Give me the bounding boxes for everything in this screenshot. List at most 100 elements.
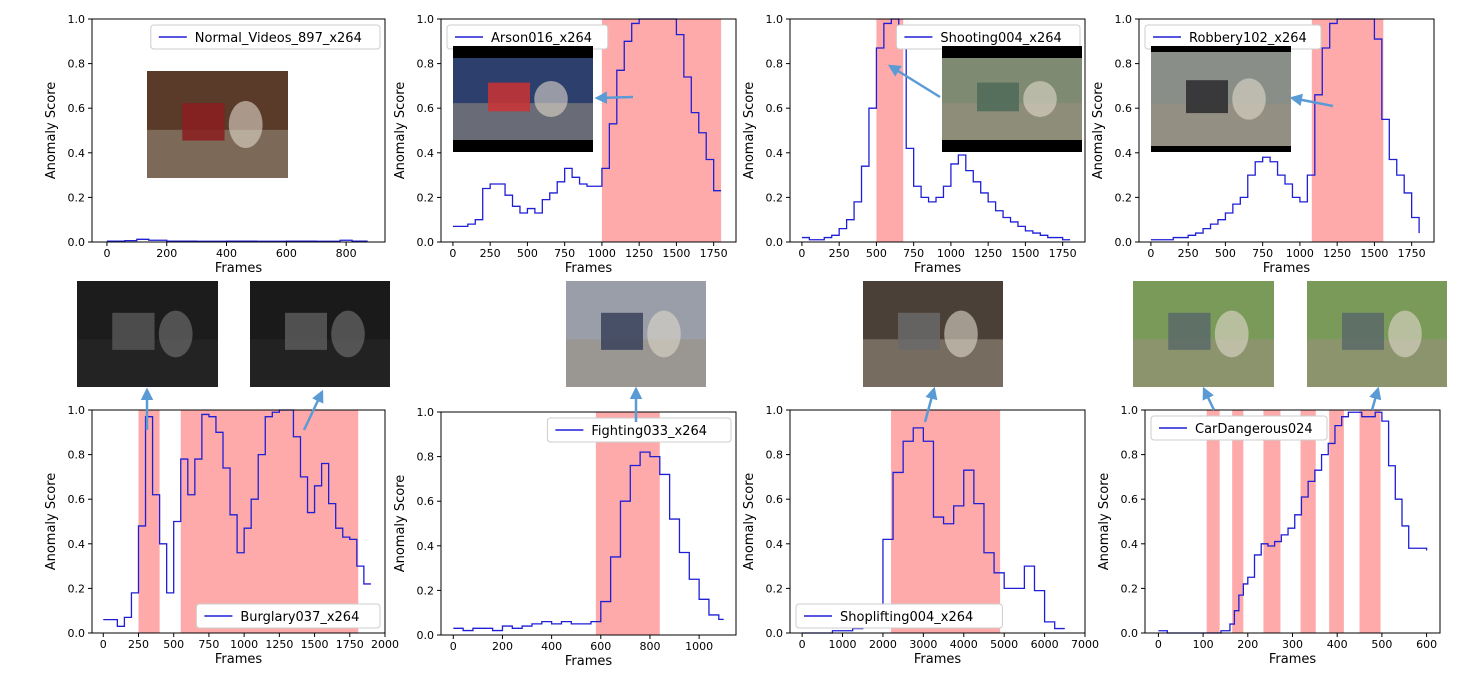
plot-frame [440, 411, 737, 636]
x-tick-label: 600 [590, 640, 611, 653]
y-tick-label: 1.0 [1121, 404, 1139, 417]
y-tick-label: 0.2 [417, 191, 435, 204]
x-tick-label: 250 [829, 247, 850, 260]
x-tick-label: 750 [903, 247, 924, 260]
x-tick-label: 5000 [990, 638, 1018, 651]
y-tick-label: 0.4 [417, 540, 435, 553]
y-tick-label: 0.2 [766, 191, 784, 204]
y-tick-label: 0.2 [68, 582, 86, 595]
x-tick-label: 1500 [1011, 247, 1039, 260]
y-tick-label: 0.8 [1115, 58, 1133, 71]
x-axis-label: Frames [565, 654, 613, 669]
thumbnail-figure [1388, 310, 1422, 358]
x-tick-label: 0 [1147, 247, 1154, 260]
x-tick-label: 250 [1178, 247, 1199, 260]
x-tick-label: 1250 [265, 638, 293, 651]
chart-panel: 0 1000 2000 3000 4000 5000 6000 7000 0.0 0.2 0.4 0.… [742, 404, 1099, 667]
chart-panel: 0 250 500 750 1000 1250 1500 1750 2000 0.0 0.2 0.4 0… [44, 404, 399, 667]
thumbnail-object [1186, 80, 1228, 114]
legend: Robbery102_x264 [1144, 24, 1322, 50]
thumbnail-figure [534, 80, 568, 118]
anomaly-region [180, 410, 359, 633]
y-axis-label: Anomaly Score [44, 473, 59, 571]
y-tick-label: 0.8 [417, 451, 435, 464]
pointer-arrow [923, 386, 938, 423]
y-tick-label: 1.0 [68, 404, 86, 417]
y-tick-label: 0.2 [1115, 191, 1133, 204]
surveillance-thumbnail [863, 281, 1003, 387]
chart-panel: 0 100 200 300 400 500 600 0.0 0.2 0.4 0.6 0.8 1.0 Fra… [1097, 404, 1441, 667]
thumbnail-object [285, 312, 327, 350]
anomaly-score-line [801, 18, 1071, 241]
legend: Normal_Videos_897_x264 [150, 24, 381, 50]
y-tick-label: 0.8 [68, 449, 86, 462]
x-tick-label: 200 [156, 247, 177, 260]
legend-label: Shoplifting004_x264 [840, 610, 973, 625]
plot-frame [789, 18, 1086, 243]
thumbnail-object [488, 82, 530, 112]
legend: Shooting004_x264 [895, 24, 1081, 50]
x-tick-label: 750 [198, 638, 219, 651]
anomaly-region [1359, 410, 1381, 633]
chart-panel: 0 250 500 750 1000 1250 1500 1750 0.0 0.2 0.4 0.6 0.… [742, 13, 1086, 276]
y-tick-label: 0.6 [766, 102, 784, 115]
surveillance-thumbnail [250, 281, 390, 387]
y-tick-label: 0.6 [1115, 102, 1133, 115]
y-axis-label: Anomaly Score [742, 473, 757, 571]
x-axis-label: Frames [215, 652, 263, 667]
x-tick-label: 750 [554, 247, 575, 260]
thumbnail-object [977, 82, 1019, 112]
legend: Arson016_x264 [446, 24, 609, 50]
x-tick-label: 500 [866, 247, 887, 260]
anomaly-region [1263, 410, 1281, 633]
y-tick-label: 0.4 [1115, 147, 1133, 160]
surveillance-thumbnail [1307, 281, 1447, 387]
anomaly-region [891, 410, 1001, 633]
y-tick-label: 1.0 [766, 404, 784, 417]
plot-frame [789, 409, 1086, 634]
legend-label: Shooting004_x264 [940, 31, 1061, 46]
x-tick-label: 2000 [869, 638, 897, 651]
chart-panel: 0 200 400 600 800 0.0 0.2 0.4 0.6 0.8 1.0 Frames Ano… [44, 13, 386, 276]
x-tick-label: 1250 [974, 247, 1002, 260]
thumbnail-object [898, 312, 940, 350]
surveillance-thumbnail [1151, 46, 1291, 152]
x-tick-label: 800 [336, 247, 357, 260]
plot-frame [1144, 409, 1441, 634]
anomaly-region [1329, 410, 1344, 633]
anomaly-score-line [1158, 411, 1428, 634]
thumbnails-layer [77, 46, 1447, 431]
x-tick-label: 1750 [1049, 247, 1077, 260]
x-tick-label: 7000 [1071, 638, 1099, 651]
y-axis-label: Anomaly Score [44, 82, 59, 180]
y-tick-label: 0.8 [68, 58, 86, 71]
y-tick-label: 0.2 [417, 584, 435, 597]
x-tick-label: 1000 [685, 640, 713, 653]
x-tick-label: 1000 [588, 247, 616, 260]
x-tick-label: 600 [1416, 638, 1437, 651]
surveillance-thumbnail [77, 281, 218, 387]
y-axis-label: Anomaly Score [1091, 82, 1106, 180]
y-tick-label: 0.0 [766, 627, 784, 640]
y-tick-label: 0.4 [766, 538, 784, 551]
anomaly-region [876, 19, 904, 242]
pointer-arrow [887, 64, 941, 99]
anomaly-region [595, 412, 660, 635]
x-tick-label: 400 [1327, 638, 1348, 651]
anomaly-score-line [103, 409, 371, 627]
y-axis-label: Anomaly Score [393, 475, 408, 573]
thumbnail-figure [158, 310, 193, 358]
anomaly-region [1300, 410, 1316, 633]
thumbnail-figure [228, 100, 263, 149]
x-tick-label: 1750 [700, 247, 728, 260]
chart-panel: 0 250 500 750 1000 1250 1500 1750 0.0 0.2 0.4 0.6 0.… [1091, 13, 1435, 276]
legend: Burglary037_x264 [195, 603, 381, 629]
x-tick-label: 200 [1237, 638, 1258, 651]
y-tick-label: 0.8 [1121, 449, 1139, 462]
y-axis-label: Anomaly Score [1097, 473, 1112, 571]
legend-label: Arson016_x264 [491, 31, 592, 46]
legend: Shoplifting004_x264 [795, 603, 1003, 629]
anomaly-region [1232, 410, 1244, 633]
legend-box [1150, 415, 1328, 441]
x-tick-label: 750 [1252, 247, 1273, 260]
